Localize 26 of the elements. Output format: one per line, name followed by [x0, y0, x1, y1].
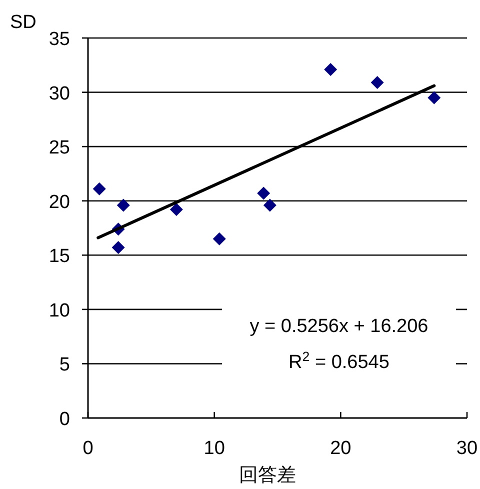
y-tick-label: 25	[48, 138, 70, 159]
point	[428, 91, 441, 104]
point	[112, 241, 125, 254]
point	[170, 203, 183, 216]
x-tick-label: 10	[204, 438, 225, 459]
point	[116, 198, 130, 212]
y-tick-label: 0	[59, 409, 70, 430]
y-tick-label: 20	[48, 192, 70, 213]
y-tick-label: 15	[48, 246, 70, 268]
x-axis-title: 回答差	[239, 465, 296, 486]
x-tick-label: 30	[456, 438, 478, 459]
annotation: y = 0.5256x + 16.206	[250, 316, 428, 337]
y-tick-label: 10	[48, 300, 70, 322]
point	[263, 198, 276, 212]
y-tick-label: 35	[48, 29, 70, 50]
y-tick-label: 5	[59, 354, 70, 376]
annotation: R$^{2}$ = 0.6545	[288, 348, 390, 373]
y-tick-label: 30	[48, 83, 70, 104]
point	[257, 186, 270, 200]
point	[370, 76, 384, 90]
y-axis-title: SD	[10, 12, 36, 33]
point	[324, 62, 338, 76]
point	[92, 182, 106, 196]
x-tick-label: 20	[330, 438, 352, 459]
x-tick-label: 0	[82, 438, 94, 459]
point	[212, 232, 226, 246]
